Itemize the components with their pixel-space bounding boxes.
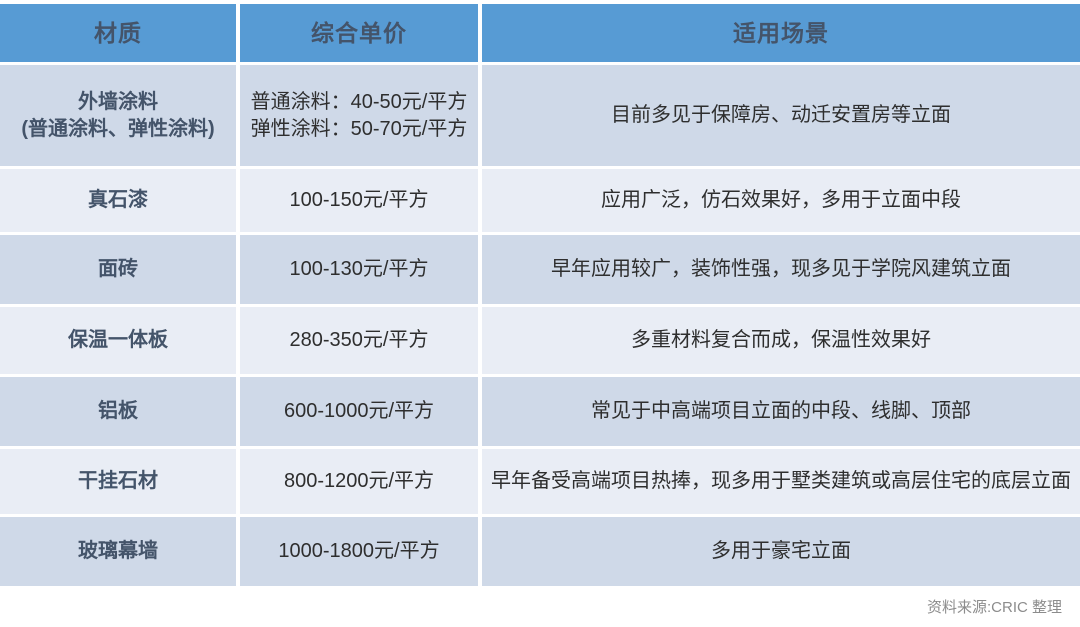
price-cell: 1000-1800元/平方 (240, 517, 478, 586)
material-price-table: 材质 综合单价 适用场景 外墙涂料 (普通涂料、弹性涂料) 普通涂料：40-50… (0, 4, 1080, 586)
material-subname: (普通涂料、弹性涂料) (21, 117, 215, 140)
scenario-cell: 多用于豪宅立面 (482, 517, 1080, 586)
price-cell: 800-1200元/平方 (240, 449, 478, 514)
table-row-dry-hung-stone: 干挂石材 800-1200元/平方 早年备受高端项目热捧，现多用于墅类建筑或高层… (0, 449, 1080, 514)
price-cell: 普通涂料：40-50元/平方 弹性涂料：50-70元/平方 (240, 65, 478, 166)
material-cell: 外墙涂料 (普通涂料、弹性涂料) (0, 65, 236, 166)
material-cell: 铝板 (0, 377, 236, 446)
scenario-cell: 早年应用较广，装饰性强，现多见于学院风建筑立面 (482, 235, 1080, 304)
column-header-price: 综合单价 (240, 4, 478, 62)
column-header-material: 材质 (0, 4, 236, 62)
material-cell: 面砖 (0, 235, 236, 304)
material-name: 外墙涂料 (78, 91, 158, 114)
price-line-2: 弹性涂料：50-70元/平方 (250, 117, 468, 140)
material-cell: 保温一体板 (0, 307, 236, 374)
source-note: 资料来源:CRIC 整理 (926, 599, 1062, 616)
table-row-glass-curtain-wall: 玻璃幕墙 1000-1800元/平方 多用于豪宅立面 (0, 517, 1080, 586)
material-cell: 干挂石材 (0, 449, 236, 514)
table-row-real-stone-paint: 真石漆 100-150元/平方 应用广泛，仿石效果好，多用于立面中段 (0, 169, 1080, 232)
table-row-face-brick: 面砖 100-130元/平方 早年应用较广，装饰性强，现多见于学院风建筑立面 (0, 235, 1080, 304)
price-cell: 600-1000元/平方 (240, 377, 478, 446)
scenario-cell: 应用广泛，仿石效果好，多用于立面中段 (482, 169, 1080, 232)
price-cell: 280-350元/平方 (240, 307, 478, 374)
column-header-scenario: 适用场景 (482, 4, 1080, 62)
table-header-row: 材质 综合单价 适用场景 (0, 4, 1080, 62)
table-row-exterior-paint: 外墙涂料 (普通涂料、弹性涂料) 普通涂料：40-50元/平方 弹性涂料：50-… (0, 65, 1080, 166)
material-cell: 玻璃幕墙 (0, 517, 236, 586)
material-cell: 真石漆 (0, 169, 236, 232)
scenario-cell: 目前多见于保障房、动迁安置房等立面 (482, 65, 1080, 166)
price-cell: 100-150元/平方 (240, 169, 478, 232)
table-row-insulation-board: 保温一体板 280-350元/平方 多重材料复合而成，保温性效果好 (0, 307, 1080, 374)
price-line-1: 普通涂料：40-50元/平方 (250, 91, 468, 114)
scenario-cell: 早年备受高端项目热捧，现多用于墅类建筑或高层住宅的底层立面 (482, 449, 1080, 514)
scenario-cell: 多重材料复合而成，保温性效果好 (482, 307, 1080, 374)
table-row-aluminum-panel: 铝板 600-1000元/平方 常见于中高端项目立面的中段、线脚、顶部 (0, 377, 1080, 446)
price-cell: 100-130元/平方 (240, 235, 478, 304)
scenario-cell: 常见于中高端项目立面的中段、线脚、顶部 (482, 377, 1080, 446)
